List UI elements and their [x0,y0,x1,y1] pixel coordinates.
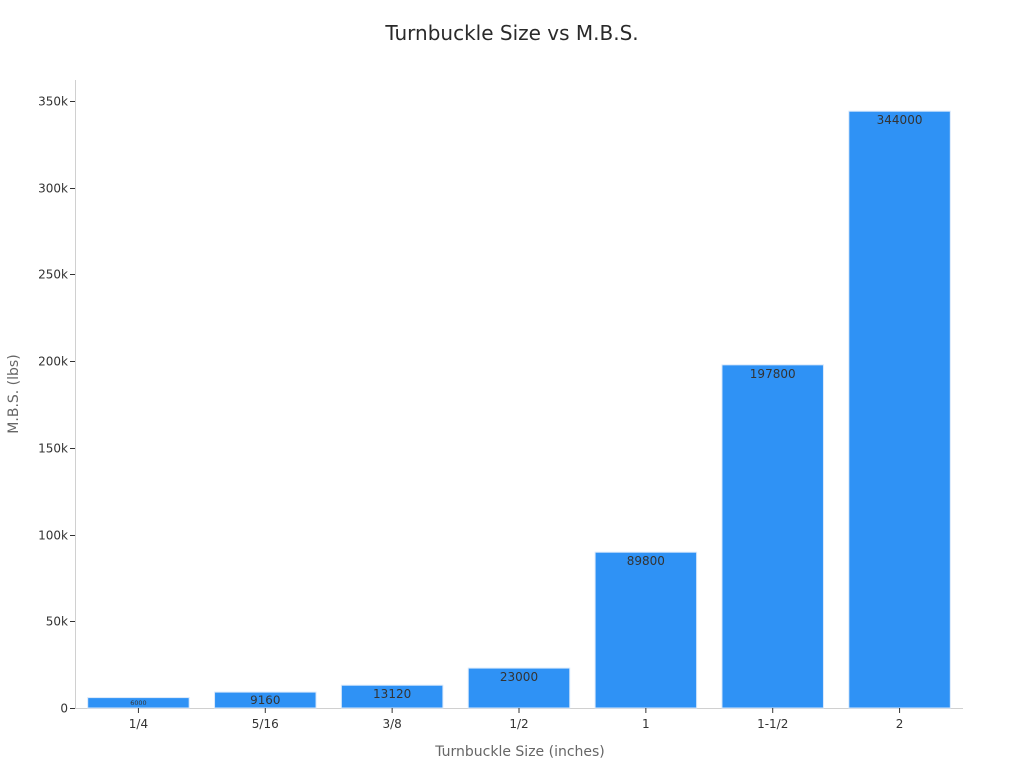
x-axis-label: Turnbuckle Size (inches) [434,744,605,760]
bar-1-1-2 [721,364,824,709]
data-label: 89800 [627,554,665,568]
y-tick-label: 250k [38,268,68,282]
y-tick-label: 100k [38,529,68,543]
x-tick-label: 1 [642,717,650,731]
data-label: 344000 [877,113,923,127]
data-labels-group: 6000 9160 13120 23000 89800 197800 344000 [130,113,922,707]
bars-group [87,110,951,709]
y-tick-label: 0 [60,702,68,716]
data-label: 23000 [500,670,538,684]
y-axis-ticks: 0 50k 100k 150k 200k 250k 300k 350k [38,95,75,716]
x-tick-label: 1-1/2 [757,717,788,731]
data-label: 9160 [250,693,280,707]
x-axis-ticks: 1/4 5/16 3/8 1/2 1 1-1/2 2 [129,708,904,731]
x-tick-label: 1/2 [509,717,528,731]
y-tick-label: 200k [38,355,68,369]
data-label: 13120 [373,687,411,701]
x-tick-label: 5/16 [252,717,279,731]
y-tick-label: 350k [38,95,68,109]
y-tick-label: 300k [38,182,68,196]
chart-title: Turnbuckle Size vs M.B.S. [384,21,638,45]
x-tick-label: 2 [896,717,904,731]
y-tick-label: 50k [46,615,68,629]
x-tick-label: 1/4 [129,717,148,731]
data-label: 6000 [130,699,146,707]
y-tick-label: 150k [38,442,68,456]
bar-2 [848,110,951,709]
y-axis-label: M.B.S. (lbs) [6,354,22,433]
bar-1 [594,551,698,709]
data-label: 197800 [750,367,796,381]
x-tick-label: 3/8 [382,717,401,731]
